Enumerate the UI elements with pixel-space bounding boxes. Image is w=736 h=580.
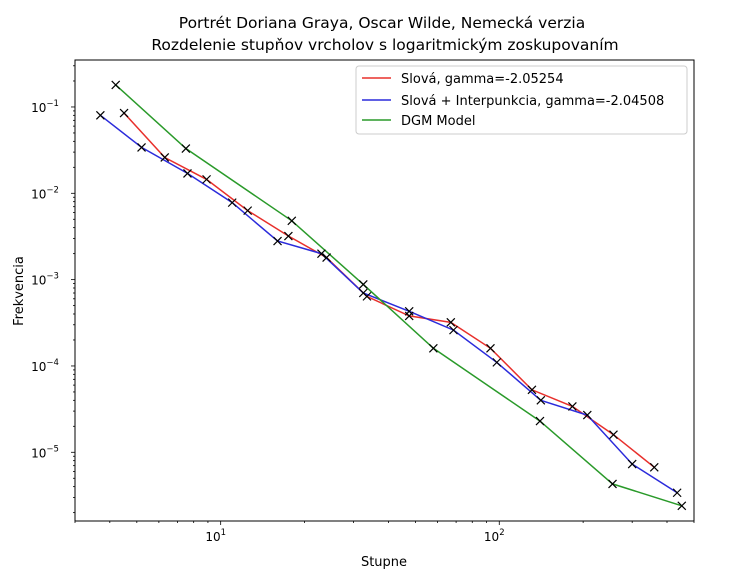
- plot-area: [95, 80, 687, 511]
- x-axis-label: Stupne: [361, 555, 407, 570]
- data-point-slova-interpunkcia: [492, 357, 502, 367]
- data-point-slova-interpunkcia: [95, 110, 105, 120]
- data-point-slova-interpunkcia: [582, 410, 592, 420]
- data-point-dgm-model: [608, 479, 617, 489]
- data-point-dgm-model: [535, 416, 545, 426]
- legend-label-slova: Slová, gamma=-2.05254: [401, 72, 564, 87]
- data-point-slova: [649, 462, 659, 472]
- data-point-slova: [283, 231, 293, 241]
- chart-title: Portrét Doriana Graya, Oscar Wilde, Neme…: [179, 14, 585, 32]
- data-point-slova: [527, 385, 537, 395]
- data-point-slova: [609, 430, 618, 440]
- data-point-dgm-model: [111, 80, 121, 90]
- data-point-slova: [202, 174, 211, 184]
- data-point-dgm-model: [287, 216, 297, 226]
- chart-subtitle: Rozdelenie stupňov vrcholov s logaritmic…: [151, 36, 618, 54]
- data-point-slova: [322, 253, 332, 263]
- data-point-slova-interpunkcia: [317, 249, 326, 259]
- legend-label-dgm-model: DGM Model: [401, 114, 475, 129]
- data-point-dgm-model: [428, 343, 438, 353]
- data-point-slova-interpunkcia: [273, 236, 282, 246]
- data-point-slova: [567, 401, 577, 411]
- data-point-dgm-model: [677, 501, 687, 511]
- data-point-slova: [446, 317, 456, 327]
- data-point-dgm-model: [358, 279, 368, 289]
- series-line-slova-interpunkcia: [99, 114, 678, 494]
- y-axis-label: Frekvencia: [12, 256, 27, 326]
- plot-frame: [74, 59, 695, 522]
- legend-box: [355, 65, 688, 135]
- data-point-slova: [119, 108, 129, 118]
- data-point-slova-interpunkcia: [449, 325, 458, 335]
- data-point-slova-interpunkcia: [183, 168, 192, 178]
- data-point-slova: [486, 343, 495, 353]
- data-point-slova-interpunkcia: [137, 142, 146, 152]
- legend: Slová, gamma=-2.05254 Slová + Interpunkc…: [355, 65, 688, 135]
- data-point-slova-interpunkcia: [404, 306, 414, 316]
- data-point-slova-interpunkcia: [358, 288, 368, 298]
- data-point-slova-interpunkcia: [227, 198, 237, 208]
- data-point-slova-interpunkcia: [672, 488, 682, 498]
- data-point-dgm-model: [181, 144, 191, 153]
- data-point-slova: [243, 206, 253, 216]
- series-line-dgm-model: [115, 84, 683, 507]
- data-point-slova-interpunkcia: [627, 459, 637, 469]
- data-point-slova: [160, 153, 170, 162]
- data-point-slova-interpunkcia: [536, 395, 546, 405]
- legend-label-slova-interpunkcia: Slová + Interpunkcia, gamma=-2.04508: [401, 94, 664, 109]
